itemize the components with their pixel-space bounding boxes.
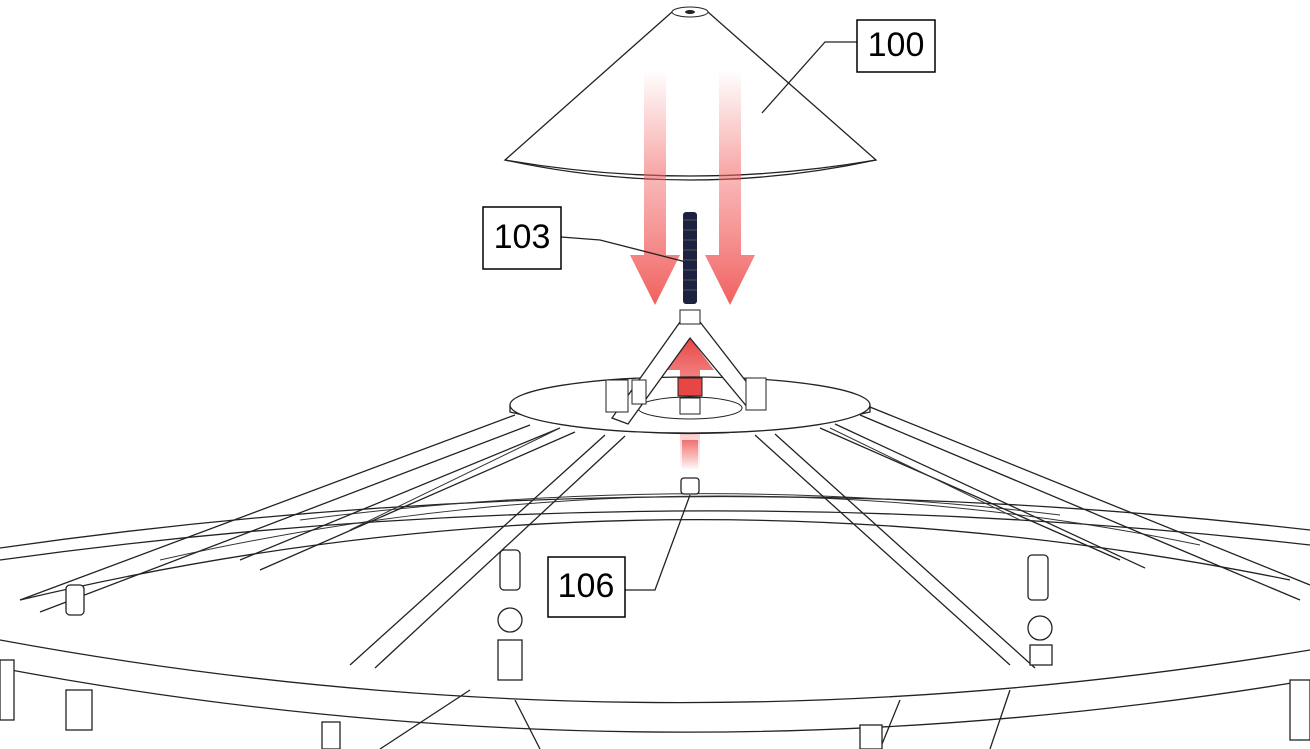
leader-line [560,236,687,263]
callout-label: 100 [868,26,925,64]
leader-line [761,41,857,114]
cone [503,6,878,181]
callout-103: 103 [482,206,687,270]
label-box [856,19,936,73]
hangers [0,549,1310,749]
label-box [547,556,626,618]
callout-label: 103 [494,218,551,256]
leader-line [625,494,691,591]
threaded-rod [683,212,697,304]
callout-100: 100 [761,19,936,114]
nut [680,477,700,495]
callout-label: 106 [558,567,615,605]
base-plate [509,309,871,470]
frame [0,404,1310,749]
callout-106: 106 [547,494,691,618]
label-box [482,206,562,270]
